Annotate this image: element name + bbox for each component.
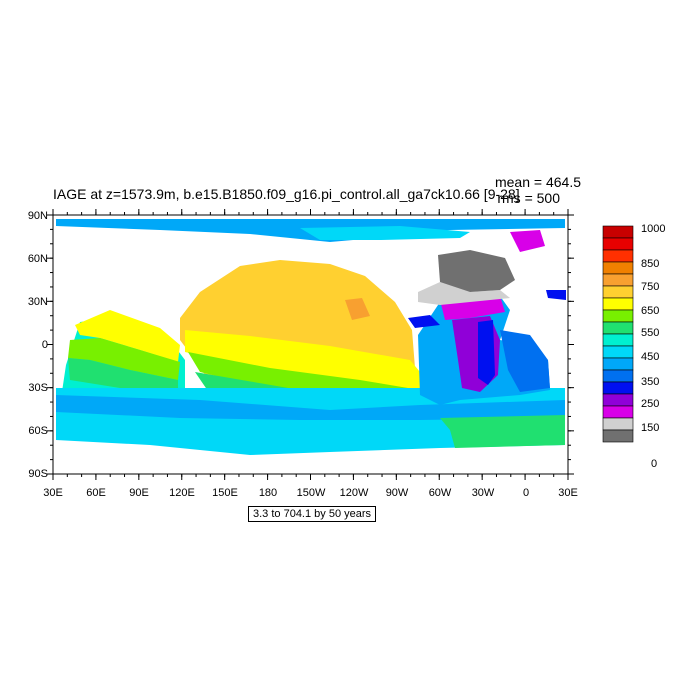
colorbar-label: 750 [641,281,659,293]
lat-label: 60N [28,253,48,265]
colorbar-box [602,381,634,395]
colorbar-box [602,225,634,239]
lon-label: 0 [523,487,529,499]
lon-label: 90E [129,487,149,499]
colorbar-box [602,393,634,407]
lon-label: 30E [43,487,63,499]
lon-label: 90W [386,487,409,499]
ocean-fill [56,219,566,455]
colorbar-box [602,417,634,431]
colorbar-label: 850 [641,258,659,270]
axis-ticks [47,209,574,480]
colorbar-box [602,249,634,263]
mean-value: mean = 464.5 [494,174,581,190]
lat-label: 90S [28,468,48,480]
colorbar-box [602,357,634,371]
colorbar-box [602,345,634,359]
colorbar-box [602,309,634,323]
colorbar-label: 450 [641,351,659,363]
colorbar-box [602,261,634,275]
lon-label: 180 [259,487,277,499]
colorbar-box [602,429,634,443]
lon-label: 60W [429,487,452,499]
latitude-labels: 90N 60N 30N 0 30S 60S 90S [28,210,48,480]
colorbar-label: 250 [641,398,659,410]
colorbar-box [602,273,634,287]
lon-label: 120W [340,487,369,499]
colorbar-box [602,285,634,299]
colorbar [602,225,634,443]
colorbar-label: 650 [641,305,659,317]
colorbar-box [602,369,634,383]
colorbar-box [602,321,634,335]
colorbar-box [602,237,634,251]
lon-label: 30E [558,487,578,499]
lon-label: 60E [86,487,106,499]
lon-label: 30W [472,487,495,499]
colorbar-box [602,333,634,347]
colorbar-box [602,297,634,311]
colorbar-label: 550 [641,327,659,339]
plot-title: IAGE at z=1573.9m, b.e15.B1850.f09_g16.p… [53,186,520,202]
lon-label: 120E [169,487,195,499]
lat-label: 30N [28,296,48,308]
longitude-labels: 30E 60E 90E 120E 150E 180 150W 120W 90W … [43,487,578,499]
rms-value: rms = 500 [497,190,560,206]
lat-label: 90N [28,210,48,222]
lat-label: 0 [42,339,48,351]
colorbar-box [602,405,634,419]
contour-info-box: 3.3 to 704.1 by 50 years [248,506,377,522]
colorbar-label: 0 [651,458,657,470]
lon-label: 150E [212,487,238,499]
colorbar-label: 150 [641,422,659,434]
colorbar-label: 1000 [641,223,665,235]
lat-label: 60S [28,425,48,437]
lat-label: 30S [28,382,48,394]
lon-label: 150W [297,487,326,499]
colorbar-label: 350 [641,376,659,388]
colorbar-labels: 1000 850 750 650 550 450 350 250 150 0 [641,223,665,470]
